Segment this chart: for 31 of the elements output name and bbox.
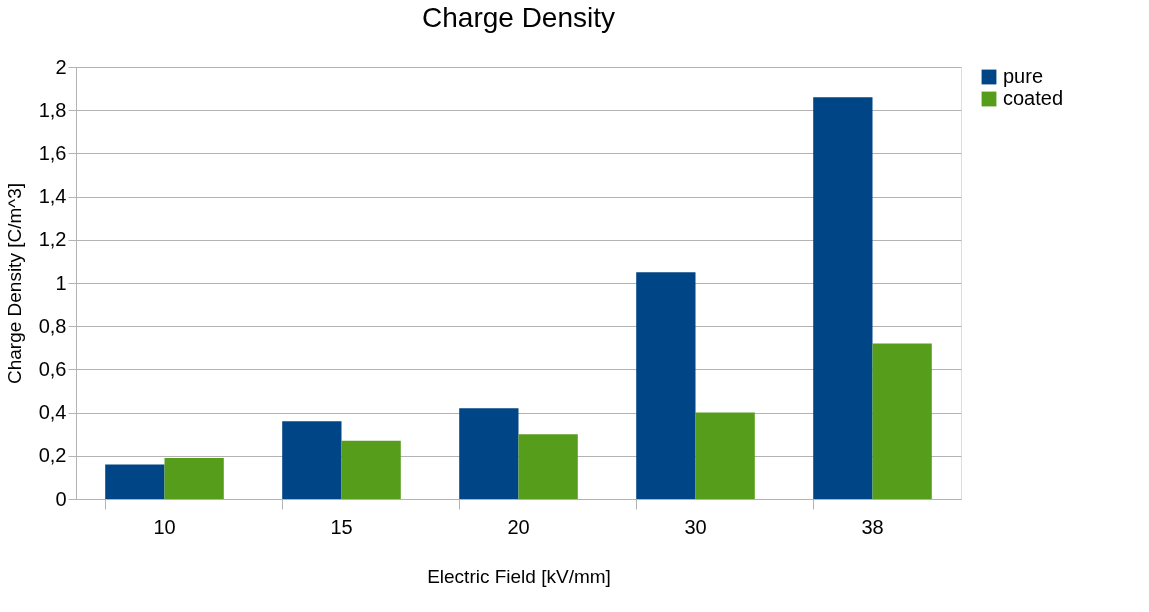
y-tick-label: 0 (55, 487, 67, 510)
x-tick-label: 20 (507, 515, 530, 538)
y-tick-label: 1,8 (38, 98, 67, 121)
x-axis-title: Electric Field [kV/mm] (427, 565, 611, 587)
legend-label: coated (1003, 87, 1064, 109)
x-tick-label: 38 (861, 515, 884, 538)
x-tick-label: 15 (330, 515, 353, 538)
y-tick-label: 2 (55, 55, 67, 78)
y-tick-label: 0,8 (38, 314, 67, 337)
bar (872, 343, 932, 499)
y-tick-label: 1,6 (38, 141, 67, 164)
x-tick-label: 30 (684, 515, 707, 538)
bar (518, 434, 578, 499)
bar (813, 97, 873, 499)
y-tick-label: 1,2 (38, 228, 67, 251)
y-tick-label: 1 (55, 271, 67, 294)
y-tick-label: 0,6 (38, 357, 67, 380)
chart-title: Charge Density (422, 2, 615, 33)
y-tick-label: 0,2 (38, 444, 67, 467)
bar (105, 464, 165, 499)
bar (164, 457, 224, 499)
bar (459, 408, 519, 499)
bar (341, 440, 401, 499)
y-tick-label: 1,4 (38, 185, 67, 208)
y-axis-title: Charge Density [C/m^3] (3, 182, 25, 385)
bar (695, 412, 755, 499)
y-tick-label: 0,4 (38, 401, 67, 424)
x-tick-label: 10 (153, 515, 176, 538)
legend-label: pure (1003, 65, 1044, 87)
bar (282, 421, 342, 499)
bar (636, 272, 696, 499)
